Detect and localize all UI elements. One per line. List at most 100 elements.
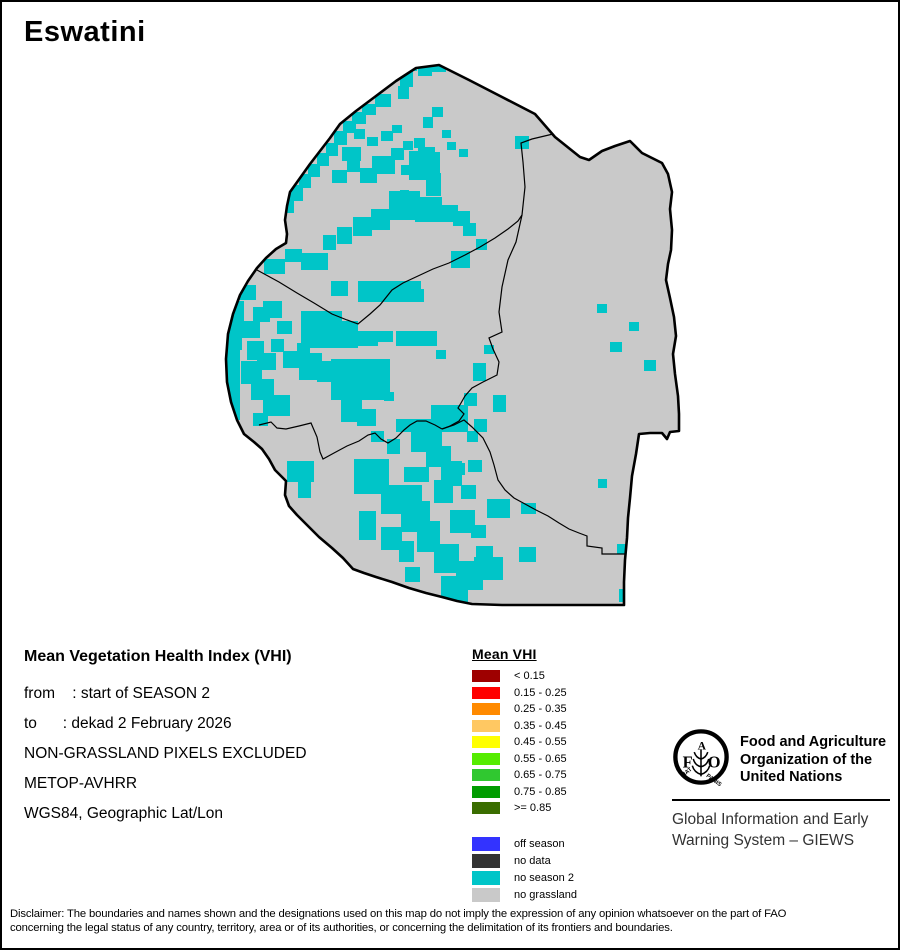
legend-swatch (472, 769, 500, 781)
no-season2-patch (414, 138, 425, 148)
no-season2-patch (463, 223, 476, 236)
no-season2-patch (371, 209, 390, 230)
no-season2-patch (421, 152, 440, 175)
no-season2-patch (484, 345, 494, 354)
no-season2-patch (298, 479, 311, 498)
no-season2-patch (341, 399, 362, 422)
legend-row: >= 0.85 (472, 802, 642, 814)
legend-label: 0.75 - 0.85 (514, 785, 567, 798)
no-season2-patch (277, 321, 292, 334)
legend-row: no data (472, 853, 642, 868)
legend-label: 0.65 - 0.75 (514, 769, 567, 781)
no-season2-patch (361, 463, 382, 474)
no-season2-patch (597, 304, 607, 313)
no-season2-patch (448, 463, 465, 475)
disclaimer-line1: Disclaimer: The boundaries and names sho… (10, 908, 787, 920)
no-season2-patch (404, 467, 429, 482)
legend-swatch (472, 670, 500, 682)
no-season2-patch (253, 413, 268, 426)
no-season2-patch (285, 249, 302, 262)
no-season2-patch (375, 94, 391, 107)
legend-row: 0.25 - 0.35 (472, 703, 642, 715)
no-season2-patch (459, 149, 468, 157)
no-season2-patch (430, 65, 446, 72)
no-season2-patch (331, 359, 390, 400)
country-shape (226, 65, 679, 605)
legend-label: no season 2 (514, 871, 574, 884)
no-season2-patch (476, 239, 487, 250)
no-season2-patch (431, 405, 468, 432)
no-season2-patch (263, 395, 290, 416)
legend-row: 0.55 - 0.65 (472, 752, 642, 765)
no-season2-patch (299, 353, 322, 380)
legend-label: no data (514, 854, 551, 867)
no-season2-patch (619, 589, 626, 602)
giews-label: Global Information and Early Warning Syst… (672, 809, 892, 851)
no-season2-patch (403, 141, 413, 150)
no-season2-patch (453, 211, 470, 226)
fao-org-line: United Nations (740, 769, 843, 785)
no-season2-patch (398, 86, 409, 99)
no-season2-patch (241, 361, 262, 384)
legend-swatch (472, 887, 500, 902)
no-season2-patch (259, 233, 271, 249)
no-season2-patch (450, 510, 475, 533)
no-season2-patch (334, 131, 347, 145)
legend-row: < 0.15 (472, 670, 642, 682)
fao-org-line: Food and Agriculture (740, 734, 887, 750)
legend-swatch (472, 703, 500, 715)
no-season2-patch (629, 322, 639, 331)
info-line: METOP-AVHRR (24, 775, 138, 792)
no-season2-patch (423, 117, 433, 128)
no-season2-patch (434, 480, 453, 503)
legend-row: 0.65 - 0.75 (472, 769, 642, 781)
no-season2-patch (521, 503, 536, 514)
no-season2-patch (354, 129, 365, 139)
legend-label: 0.45 - 0.55 (514, 736, 567, 748)
no-season2-patch (264, 259, 285, 274)
no-season2-patch (415, 197, 442, 222)
info-line: WGS84, Geographic Lat/Lon (24, 805, 224, 822)
no-season2-patch (411, 289, 424, 302)
no-season2-patch (401, 165, 410, 175)
no-season2-patch (326, 143, 338, 156)
legend-label: 0.35 - 0.45 (514, 719, 567, 732)
no-season2-patch (283, 351, 300, 368)
info-lines: from : start of SEASON 2 to : dekad 2 Feb… (24, 679, 454, 829)
no-season2-patch (226, 349, 240, 390)
no-season2-patch (392, 125, 402, 133)
no-season2-patch (342, 147, 361, 161)
no-season2-patch (381, 131, 393, 141)
no-season2-patch (287, 461, 314, 482)
giews-line: Warning System – GIEWS (672, 831, 855, 849)
legend: Mean VHI < 0.15 0.15 - 0.25 0.25 - 0.35 0.3… (472, 646, 642, 905)
no-season2-patch (332, 170, 347, 183)
info-line: NON-GRASSLAND PIXELS EXCLUDED (24, 745, 307, 762)
legend-special-rows: off season no data no season 2 no grassland (472, 836, 642, 902)
disclaimer: Disclaimer: The boundaries and names sho… (10, 907, 892, 935)
fao-org-line: Organization of the (740, 751, 873, 768)
no-season2-patch (467, 431, 478, 442)
no-season2-patch (617, 544, 627, 554)
legend-label: 0.25 - 0.35 (514, 703, 567, 715)
legend-swatch (472, 853, 500, 868)
no-season2-patch (387, 439, 400, 454)
legend-row: 0.45 - 0.55 (472, 736, 642, 748)
no-season2-patch (337, 227, 352, 244)
no-season2-patch (461, 485, 476, 499)
no-season2-patch (317, 361, 334, 382)
legend-label: < 0.15 (514, 670, 545, 682)
legend-swatch (472, 719, 500, 732)
no-season2-patch (353, 331, 378, 346)
no-season2-patch (359, 511, 376, 540)
no-season2-patch (263, 301, 282, 318)
no-season2-patch (474, 419, 487, 432)
legend-swatch (472, 870, 500, 885)
no-season2-patch (347, 160, 360, 172)
no-season2-patch (358, 281, 421, 302)
legend-row: off season (472, 836, 642, 851)
no-season2-patch (464, 393, 477, 406)
no-season2-patch (317, 153, 329, 166)
